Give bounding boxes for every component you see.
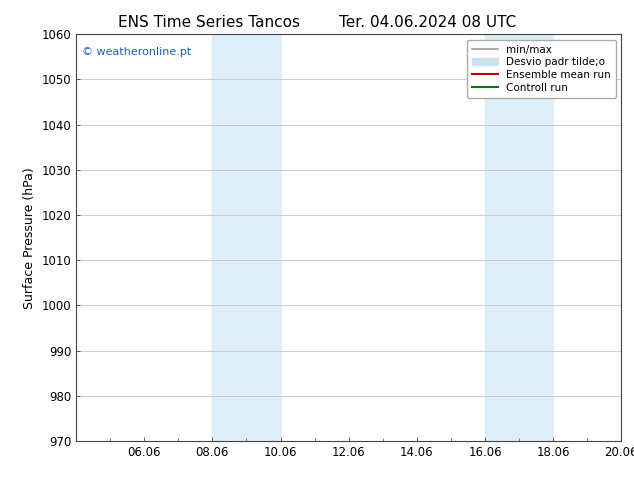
Text: © weatheronline.pt: © weatheronline.pt [82, 47, 191, 56]
Y-axis label: Surface Pressure (hPa): Surface Pressure (hPa) [23, 167, 36, 309]
Bar [485, 34, 553, 441]
Legend: min/max, Desvio padr tilde;o, Ensemble mean run, Controll run: min/max, Desvio padr tilde;o, Ensemble m… [467, 40, 616, 98]
Text: ENS Time Series Tancos        Ter. 04.06.2024 08 UTC: ENS Time Series Tancos Ter. 04.06.2024 0… [118, 15, 516, 30]
Bar [212, 34, 280, 441]
